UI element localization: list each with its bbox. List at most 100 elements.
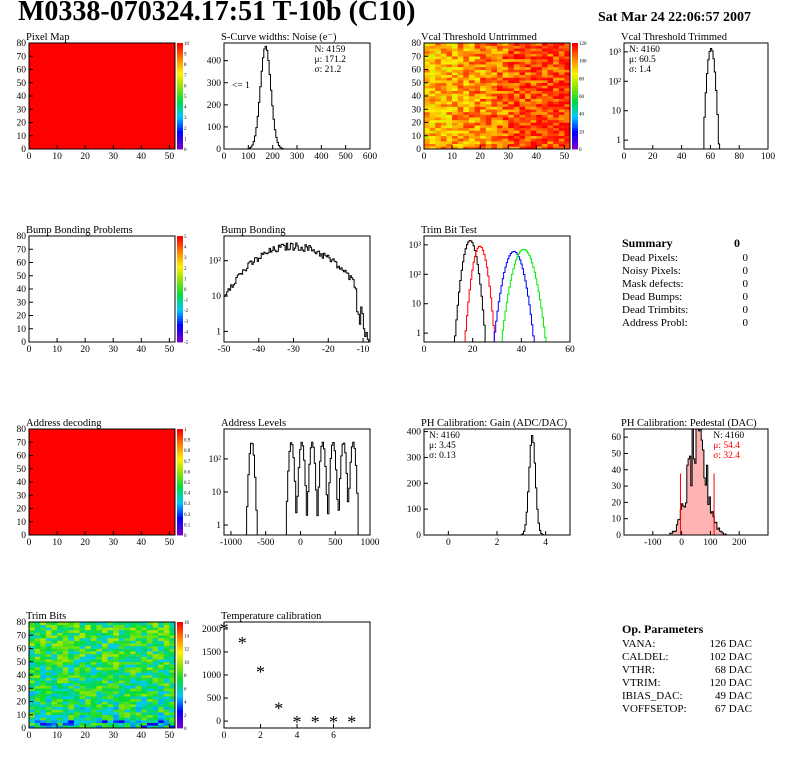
heatmap-cell [435,72,442,76]
heatmap-cell [463,130,470,134]
heatmap-cell [29,701,35,705]
heatmap-cell [463,111,470,115]
heatmap-cell [435,143,442,147]
heatmap-cell [146,690,153,694]
heatmap-cell [146,627,153,631]
heatmap-cell [102,682,108,686]
heatmap-cell [541,101,548,105]
palette-cell [177,275,183,279]
heatmap-cell [152,685,159,689]
palette-label: 20 [579,130,585,135]
heatmap-cell [85,672,92,676]
heatmap-cell [34,704,41,708]
heatmap-cell [29,656,35,660]
heatmap-cell [45,637,52,641]
heatmap-cell [68,675,75,678]
heatmap-cell [158,685,165,689]
y-tick-label: 40 [412,92,422,102]
heatmap-cell [440,88,447,91]
heatmap-cell [146,712,153,716]
heatmap-cell [468,111,475,115]
heatmap-cell [130,685,136,689]
heatmap-cell [118,712,125,716]
heatmap-cell [429,64,436,68]
y-tick-label: 50 [17,658,27,668]
heatmap-cell [51,696,58,700]
heatmap-cell [169,643,176,647]
heatmap-cell [457,72,464,76]
palette-cell [177,651,183,655]
heatmap-cell [564,58,571,62]
heatmap-cell [113,632,120,636]
palette-cell [177,304,183,308]
heatmap-cell [130,632,136,636]
heatmap-cell [530,119,537,123]
heatmap-cell [446,111,453,115]
heatmap-cell [107,635,114,639]
heatmap-cell [519,111,526,115]
heatmap-cell [102,653,108,657]
heatmap-cell [102,712,108,716]
heatmap-cell [141,704,148,708]
heatmap-cell [558,130,565,134]
heatmap-cell [480,80,487,84]
palette-cell [177,101,183,105]
heatmap-cell [152,661,159,665]
heatmap-cell [480,111,487,115]
y-tick-label: 10² [209,455,222,465]
heatmap-cell [73,680,80,684]
heatmap-cell [152,704,159,708]
x-tick-label: 10 [52,152,62,162]
heatmap-cell [68,651,75,655]
heatmap-cell [29,624,35,628]
heatmap-cell [435,90,442,94]
heatmap-cell [34,722,41,726]
heatmap-cell [474,43,481,46]
heatmap-cell [90,659,97,663]
heatmap-cell [541,122,548,126]
heatmap-cell [553,135,560,139]
heatmap-cell [547,109,554,113]
heatmap-cell [146,645,153,649]
heatmap-cell [90,651,97,655]
heatmap-cell [51,725,58,729]
heatmap-cell [541,82,548,86]
heatmap-cell [158,669,165,673]
plot-frame [423,235,571,343]
heatmap-cell [85,677,92,681]
heatmap-cell [169,685,176,689]
heatmap-cell [169,682,176,686]
summary-row: Address Probl: 0 [622,317,748,330]
heatmap-cell [553,117,560,121]
heatmap-cell [468,117,475,121]
heatmap-cell [558,48,565,52]
heatmap-cell [118,690,125,694]
heatmap-cell [435,101,442,105]
heatmap-cell [40,722,47,726]
heatmap-cell [536,103,543,107]
heatmap-cell [424,90,430,94]
heatmap-cell [141,698,148,702]
heatmap-cell [79,722,86,726]
heatmap-cell [541,85,548,89]
heatmap-cell [45,696,52,700]
heatmap-cell [468,50,475,54]
heatmap-cell [564,48,571,52]
heatmap-cell [558,146,565,150]
palette-cell [177,532,183,536]
heatmap-cell [525,133,531,137]
heatmap-cell [435,61,442,65]
heatmap-cell [34,714,41,718]
heatmap-cell [564,101,571,105]
heatmap-cell [558,133,565,137]
palette-cell [177,627,183,631]
heatmap-cell [429,58,436,62]
heatmap-cell [513,133,520,137]
heatmap-cell [513,93,520,97]
y-tick-label: 50 [17,272,27,282]
heatmap-cell [547,119,554,123]
op-param-row: VTHR: 68 DAC [622,664,752,677]
heatmap-cell [40,622,47,625]
palette-cell [177,334,183,338]
heatmap-cell [435,64,442,68]
